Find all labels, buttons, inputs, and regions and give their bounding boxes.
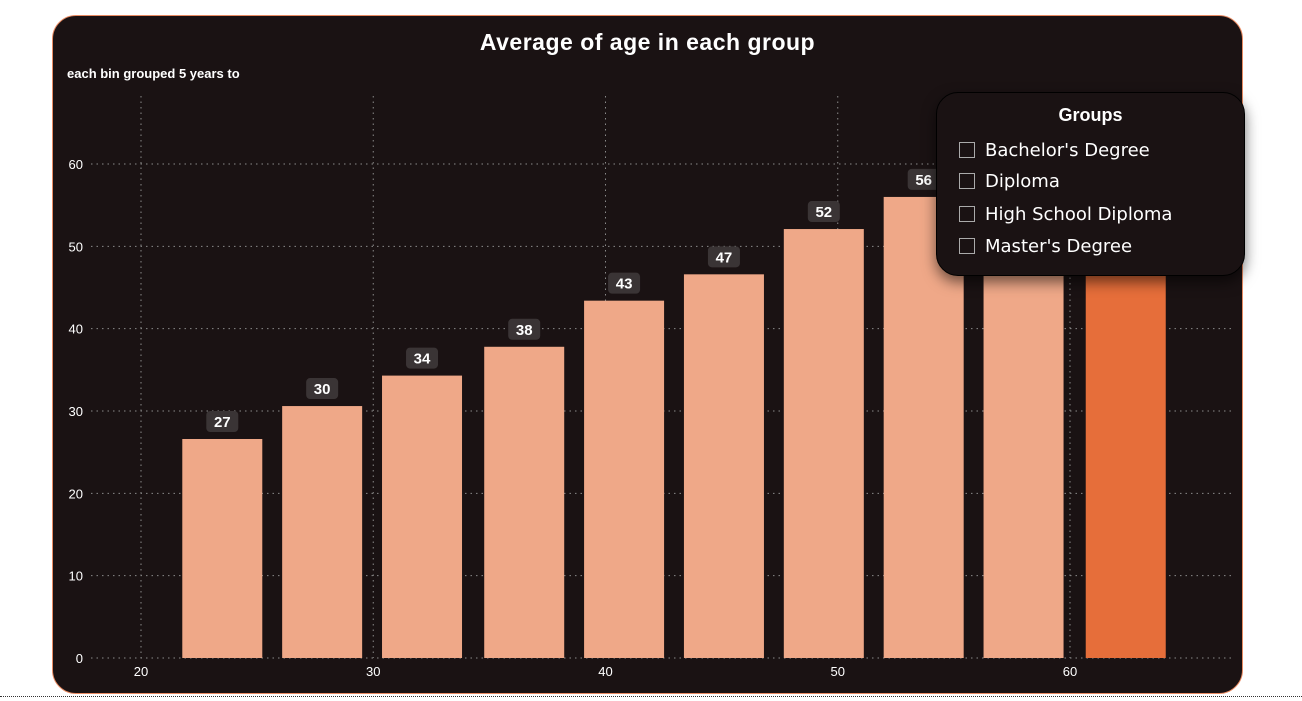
legend-item-high-school-diploma[interactable]: High School Diploma xyxy=(959,202,1172,226)
y-tick-label: 60 xyxy=(69,157,83,172)
bar xyxy=(382,375,463,658)
chart-title: Average of age in each group xyxy=(479,29,816,55)
bar xyxy=(484,346,565,658)
data-label: 56 xyxy=(915,172,932,189)
x-tick-label: 20 xyxy=(134,664,148,679)
y-tick-label: 20 xyxy=(69,486,83,501)
data-label-bg xyxy=(707,246,740,268)
bar xyxy=(182,438,263,658)
data-label: 34 xyxy=(414,351,431,368)
data-label-bg xyxy=(608,272,641,294)
bar xyxy=(683,274,764,658)
chart-subtitle: each bin grouped 5 years to xyxy=(67,66,240,81)
checkbox-icon[interactable] xyxy=(959,173,975,189)
data-label-bg xyxy=(306,378,339,400)
data-label-bg xyxy=(206,410,239,432)
x-tick-label: 40 xyxy=(598,664,612,679)
data-label: 30 xyxy=(314,381,331,398)
legend-label: Diploma xyxy=(985,170,1060,192)
legend-item-diploma[interactable]: Diploma xyxy=(959,169,1060,193)
x-tick-label: 50 xyxy=(831,664,845,679)
data-label: 47 xyxy=(716,249,733,266)
y-tick-label: 30 xyxy=(69,404,83,419)
data-label-bg xyxy=(508,318,541,340)
legend-item-masters-degree[interactable]: Master's Degree xyxy=(959,234,1132,258)
legend-label: Bachelor's Degree xyxy=(985,139,1150,161)
checkbox-icon[interactable] xyxy=(959,142,975,158)
bar xyxy=(783,229,864,658)
bar xyxy=(282,406,363,658)
data-label-bg xyxy=(907,168,940,190)
legend-item-bachelors-degree[interactable]: Bachelor's Degree xyxy=(959,138,1150,162)
y-tick-label: 10 xyxy=(69,569,83,584)
data-label: 38 xyxy=(516,322,533,339)
legend-title: Groups xyxy=(1058,105,1123,125)
legend: Groups Bachelor's Degree Diploma High Sc… xyxy=(936,92,1245,276)
x-tick-label: 60 xyxy=(1063,664,1077,679)
data-label: 27 xyxy=(214,414,231,431)
checkbox-icon[interactable] xyxy=(959,238,975,254)
y-tick-label: 0 xyxy=(76,651,83,666)
y-tick-label: 40 xyxy=(69,322,83,337)
legend-label: High School Diploma xyxy=(985,203,1173,225)
bar xyxy=(584,300,665,658)
data-label-bg xyxy=(807,201,840,223)
legend-label: Master's Degree xyxy=(985,235,1133,257)
x-tick-label: 30 xyxy=(366,664,380,679)
chart-card: Average of age in each group each bin gr… xyxy=(52,15,1245,694)
checkbox-icon[interactable] xyxy=(959,206,975,222)
data-label: 52 xyxy=(815,204,832,221)
data-label-bg xyxy=(406,347,439,369)
y-tick-label: 50 xyxy=(69,239,83,254)
data-label: 43 xyxy=(616,276,633,293)
page-divider xyxy=(0,696,1302,697)
